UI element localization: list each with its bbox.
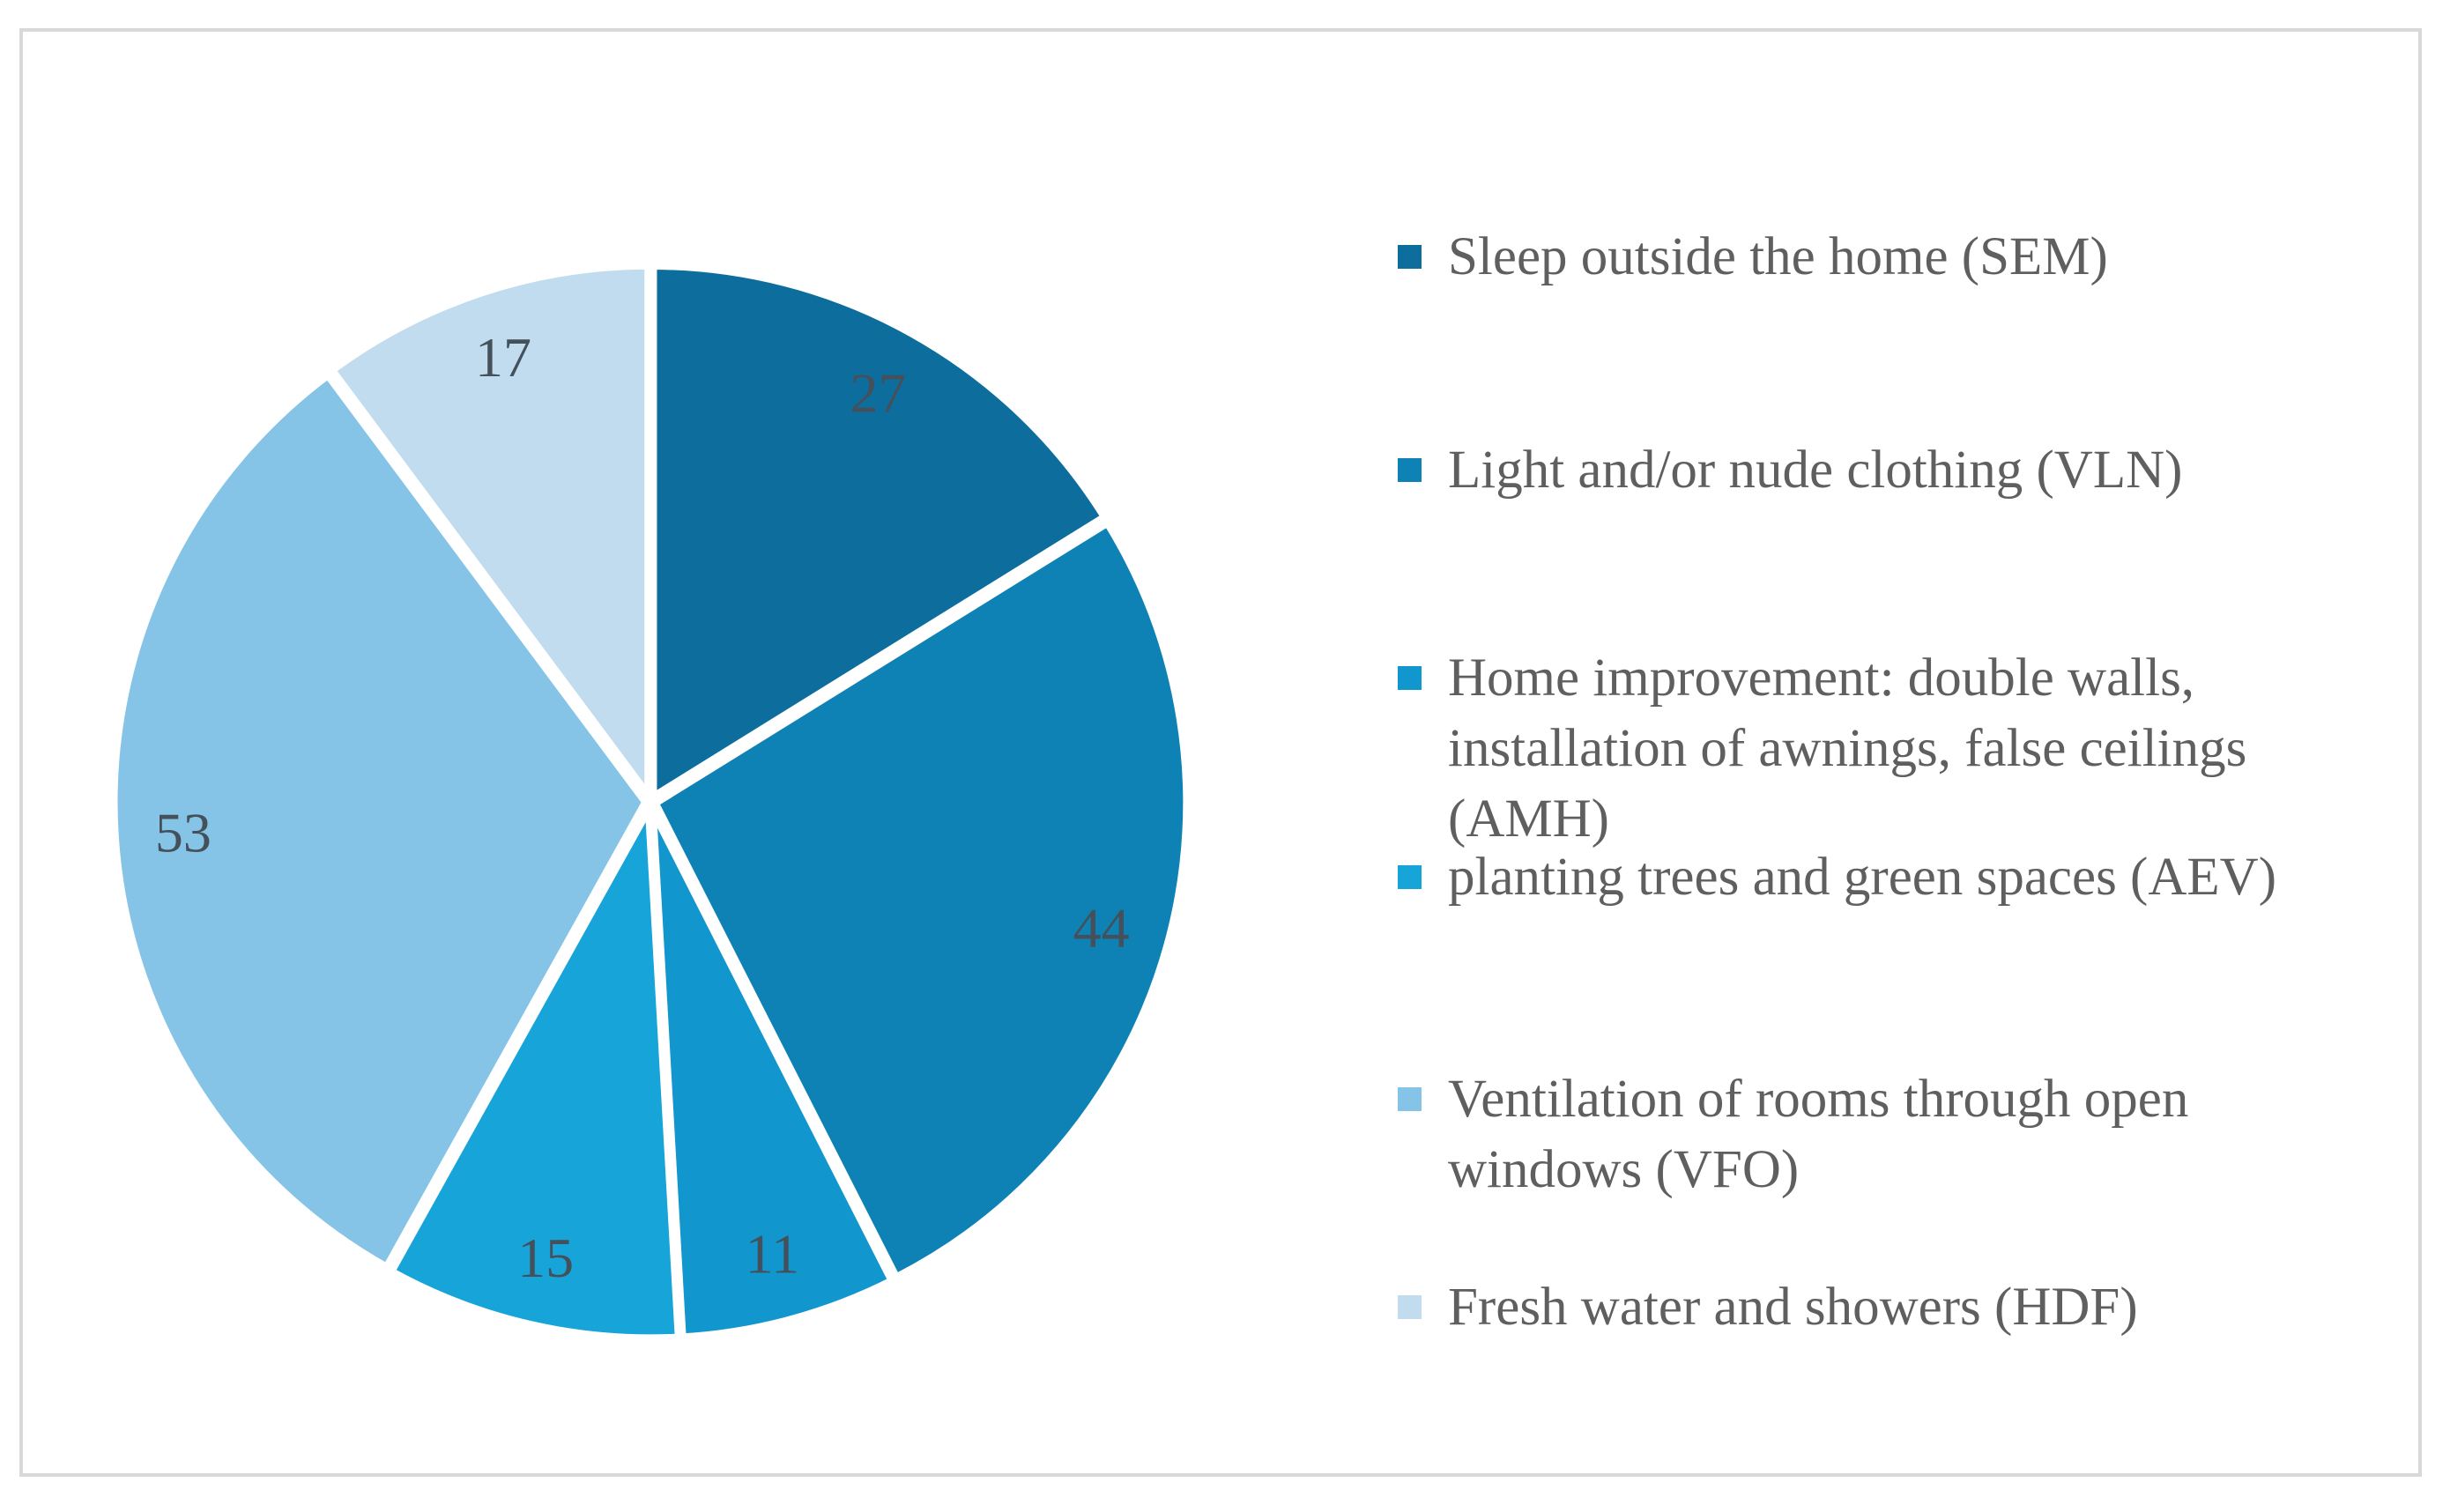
pie-slice-AMH [646, 800, 899, 1344]
slice-value-label-AMH: 11 [745, 1222, 799, 1285]
pie-slice-VFO [108, 368, 652, 1274]
slice-value-label-VFO: 53 [155, 801, 212, 863]
pie-slice-HDF [325, 259, 655, 804]
slice-value-label-VLN: 44 [1073, 897, 1130, 960]
slice-value-label-HDF: 17 [475, 326, 531, 389]
slice-value-label-SEM: 27 [850, 361, 906, 424]
pie-slice-SEM [647, 260, 1111, 804]
pie-slice-AEV [384, 800, 685, 1345]
slice-value-label-AEV: 15 [517, 1227, 574, 1289]
pie-slice-VLN [649, 516, 1193, 1284]
